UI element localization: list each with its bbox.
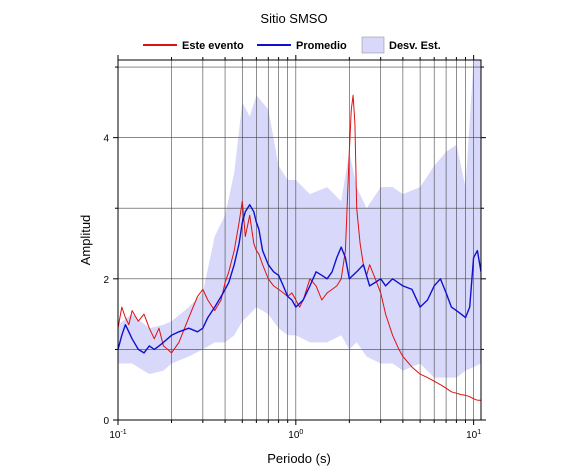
series-line-este-evento bbox=[118, 94, 481, 401]
y-axis-label: Amplitud bbox=[78, 215, 93, 266]
grid-layer bbox=[118, 60, 481, 420]
legend-label-este-evento: Este evento bbox=[182, 40, 244, 52]
plot-frame bbox=[117, 59, 482, 421]
legend-swatch-desv-est- bbox=[361, 36, 385, 54]
y-tick-label: 4 bbox=[103, 134, 109, 145]
x-tick-label: 101 bbox=[466, 429, 481, 441]
chart-title: Sitio SMSO bbox=[260, 11, 327, 26]
axis-layer: 10-1 100 101 0 2 4 bbox=[103, 55, 486, 441]
series-line-promedio bbox=[118, 203, 481, 354]
y-tick-label: 0 bbox=[103, 416, 109, 427]
series-layer bbox=[118, 94, 481, 401]
legend-label-desv-est-: Desv. Est. bbox=[389, 40, 441, 52]
legend: Este evento Promedio Desv. Est. bbox=[143, 36, 441, 54]
x-tick-label: 10-1 bbox=[109, 429, 126, 441]
x-axis-label: Periodo (s) bbox=[267, 451, 331, 466]
std-band-layer bbox=[118, 60, 481, 378]
legend-label-promedio: Promedio bbox=[296, 40, 347, 52]
x-tick-label: 100 bbox=[288, 429, 303, 441]
std-band bbox=[118, 60, 481, 378]
y-tick-label: 2 bbox=[103, 275, 109, 286]
